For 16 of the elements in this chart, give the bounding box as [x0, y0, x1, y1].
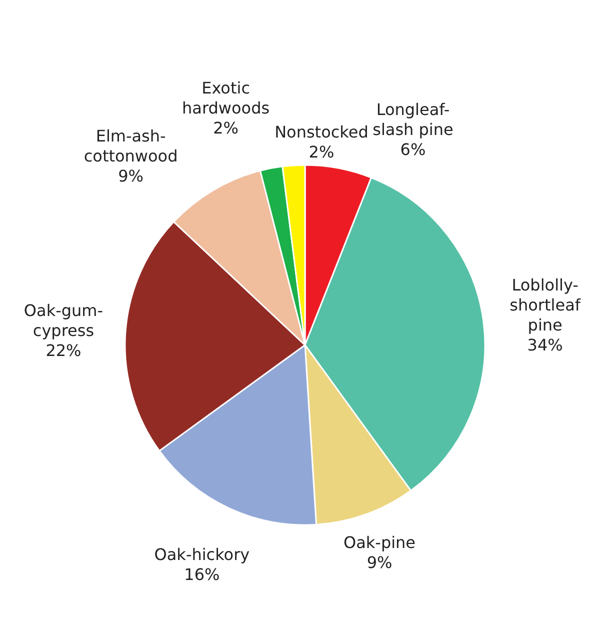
data-label: 6%: [400, 140, 426, 159]
data-label: 16%: [184, 564, 220, 584]
slice-label: Oak-pine: [344, 532, 416, 552]
slice-label: Nonstocked: [274, 122, 368, 142]
data-label: 22%: [46, 340, 82, 360]
slice-label: Oak-hickory: [154, 544, 250, 564]
slice-label: Longleaf- slash pine: [372, 100, 454, 139]
data-label: 9%: [366, 552, 392, 572]
data-label: 9%: [118, 166, 144, 186]
slice-label: Oak-gum- cypress: [24, 300, 104, 340]
data-label: 34%: [527, 336, 563, 355]
slice-label: Elm-ash- cottonwood: [84, 126, 178, 166]
data-label: 2%: [213, 118, 238, 138]
slice-label: Exotic hardwoods: [182, 78, 270, 118]
slice-label: Loblolly- shortleaf pine: [510, 276, 581, 335]
data-label: 2%: [308, 142, 334, 162]
